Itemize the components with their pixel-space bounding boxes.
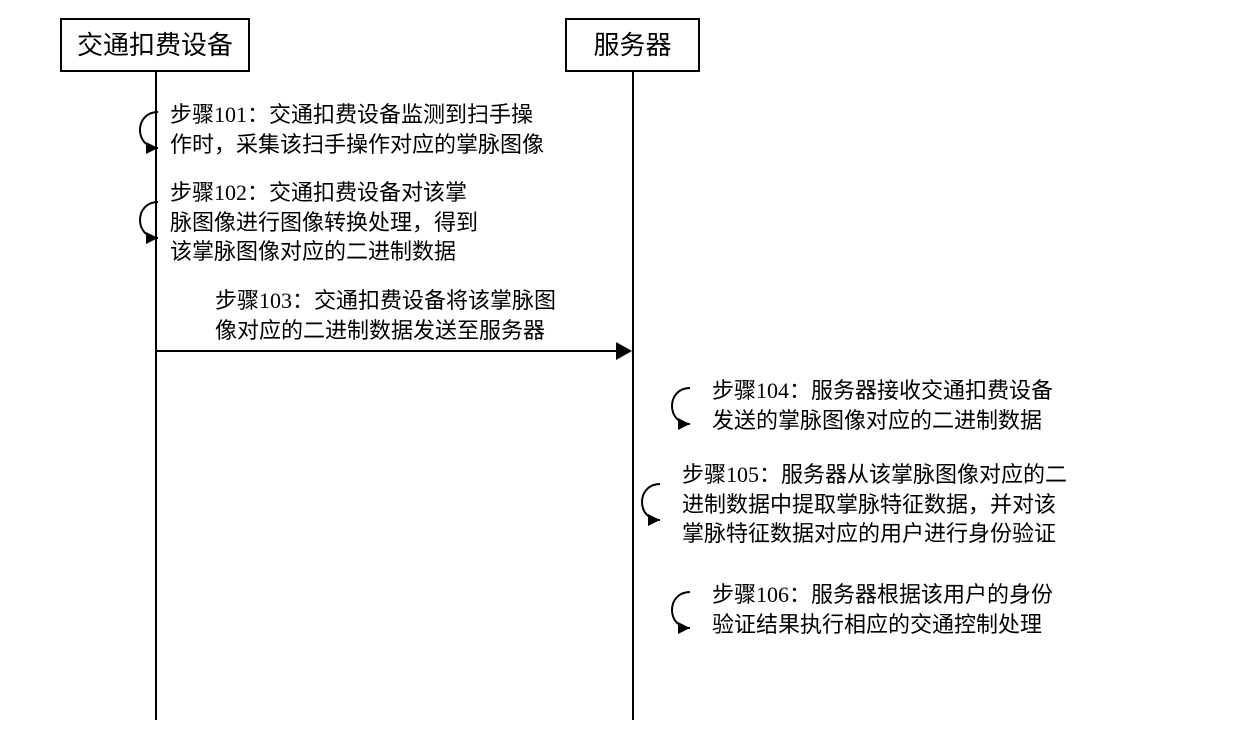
lifeline-left (155, 72, 157, 720)
self-loop-101 (128, 108, 168, 162)
step-line: 该掌脉图像对应的二进制数据 (170, 237, 478, 267)
step-103-text: 步骤103：交通扣费设备将该掌脉图 像对应的二进制数据发送至服务器 (215, 286, 556, 345)
step-line: 步骤101：交通扣费设备监测到扫手操 (170, 100, 544, 130)
step-line: 步骤103：交通扣费设备将该掌脉图 (215, 286, 556, 316)
actor-left-box: 交通扣费设备 (60, 18, 250, 72)
sequence-diagram: { "diagram": { "type": "sequence", "back… (0, 0, 1240, 736)
step-line: 步骤102：交通扣费设备对该掌 (170, 178, 478, 208)
message-arrow-103 (157, 350, 630, 352)
step-line: 脉图像进行图像转换处理，得到 (170, 208, 478, 238)
step-104-text: 步骤104：服务器接收交通扣费设备 发送的掌脉图像对应的二进制数据 (712, 376, 1053, 435)
step-line: 验证结果执行相应的交通控制处理 (712, 610, 1053, 640)
step-line: 作时，采集该扫手操作对应的掌脉图像 (170, 130, 544, 160)
actor-right-label: 服务器 (593, 31, 671, 60)
step-102-text: 步骤102：交通扣费设备对该掌 脉图像进行图像转换处理，得到 该掌脉图像对应的二… (170, 178, 478, 267)
actor-left-label: 交通扣费设备 (77, 31, 233, 60)
self-loop-106 (660, 588, 700, 642)
self-loop-104 (660, 384, 700, 438)
step-line: 像对应的二进制数据发送至服务器 (215, 316, 556, 346)
step-line: 发送的掌脉图像对应的二进制数据 (712, 406, 1053, 436)
step-line: 步骤105：服务器从该掌脉图像对应的二 (682, 460, 1067, 490)
step-line: 步骤104：服务器接收交通扣费设备 (712, 376, 1053, 406)
step-106-text: 步骤106：服务器根据该用户的身份 验证结果执行相应的交通控制处理 (712, 580, 1053, 639)
step-101-text: 步骤101：交通扣费设备监测到扫手操 作时，采集该扫手操作对应的掌脉图像 (170, 100, 544, 159)
step-line: 掌脉特征数据对应的用户进行身份验证 (682, 519, 1067, 549)
actor-right-box: 服务器 (565, 18, 700, 72)
lifeline-right (632, 72, 634, 720)
step-105-text: 步骤105：服务器从该掌脉图像对应的二 进制数据中提取掌脉特征数据，并对该 掌脉… (682, 460, 1067, 549)
step-line: 步骤106：服务器根据该用户的身份 (712, 580, 1053, 610)
self-loop-105 (630, 480, 670, 534)
step-line: 进制数据中提取掌脉特征数据，并对该 (682, 490, 1067, 520)
self-loop-102 (128, 198, 168, 252)
